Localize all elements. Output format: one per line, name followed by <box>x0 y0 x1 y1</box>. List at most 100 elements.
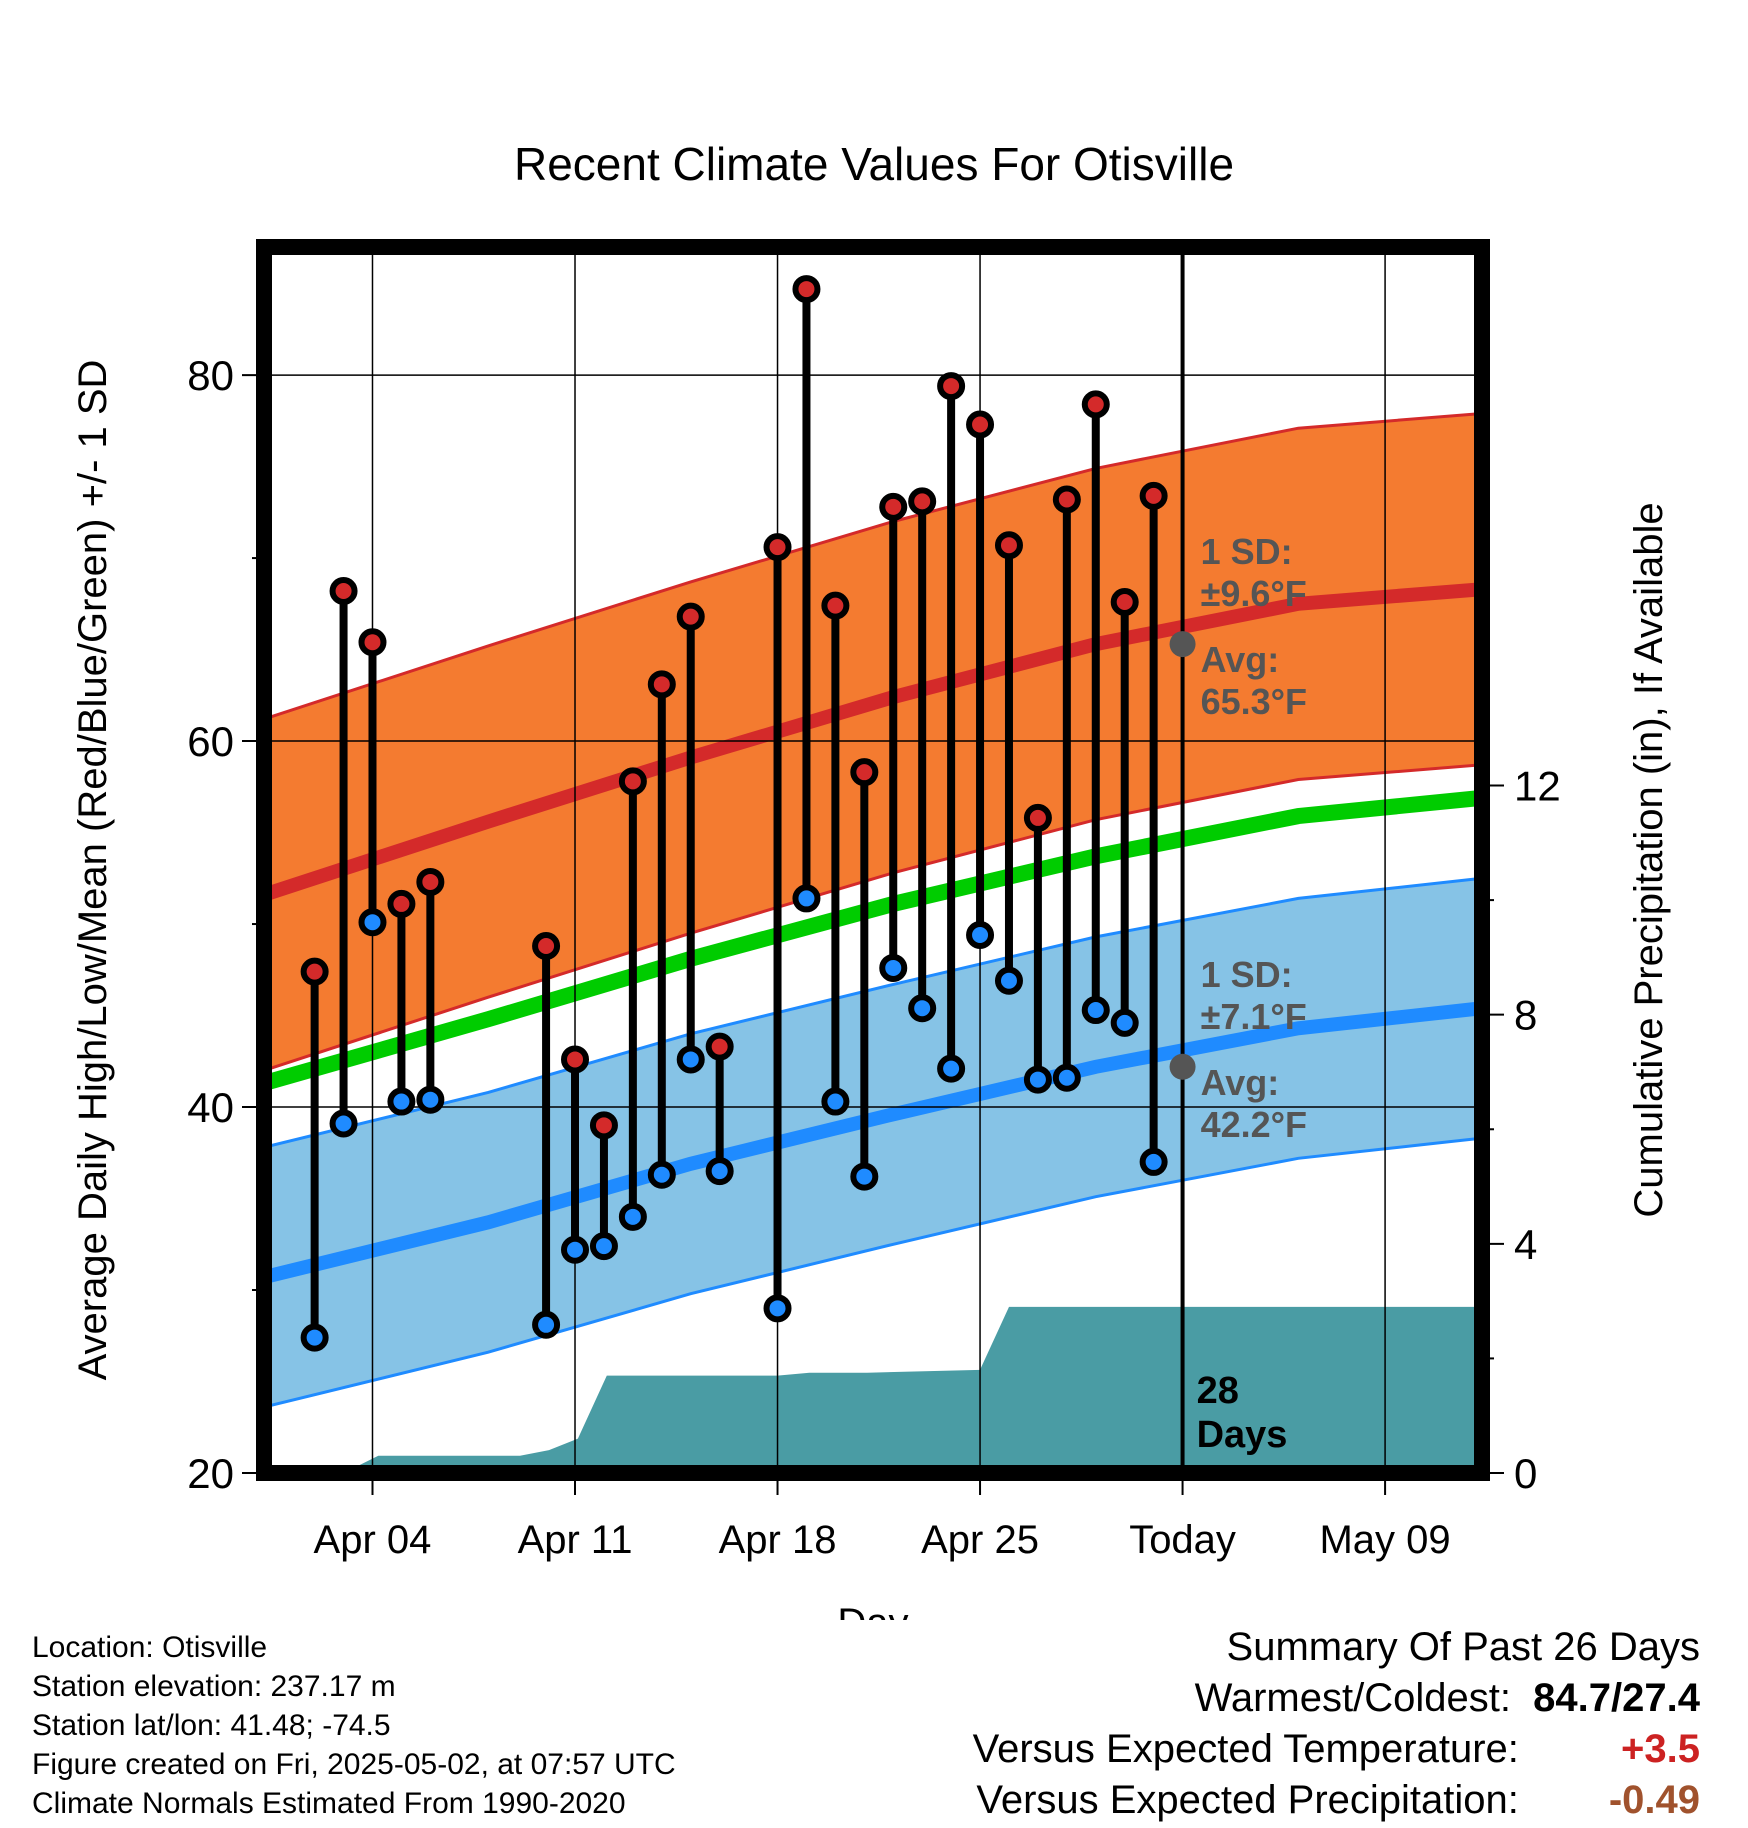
daily-high-dot <box>300 957 329 986</box>
daily-high-dot <box>329 577 358 606</box>
daily-low-dot <box>532 1310 561 1339</box>
daily-low-dot <box>850 1162 879 1191</box>
summary-panel: Summary Of Past 26 Days Warmest/Coldest:… <box>973 1622 1700 1826</box>
daily-high-dot <box>908 487 937 516</box>
low-sd-label: 1 SD: <box>1201 954 1293 995</box>
daily-low-dot <box>1023 1065 1052 1094</box>
x-axis-title: Day <box>837 1601 908 1620</box>
daily-low-dot <box>589 1232 618 1261</box>
summary-heading: Summary Of Past 26 Days <box>1226 1625 1700 1669</box>
y-right-tick-label: 8 <box>1514 992 1537 1039</box>
low-avg-label: Avg: <box>1201 1062 1280 1103</box>
daily-low-dot <box>879 953 908 982</box>
precip-anomaly-row: Versus Expected Precipitation: -0.49 <box>973 1775 1700 1826</box>
y-right-tick-label: 0 <box>1514 1450 1537 1497</box>
daily-low-dot <box>358 908 387 937</box>
created-text: Figure created on Fri, 2025-05-02, at 07… <box>32 1748 676 1781</box>
daily-high-dot <box>966 410 995 439</box>
daily-low-dot <box>329 1109 358 1138</box>
low-normal-line <box>264 1001 1482 1284</box>
x-tick-label: Apr 18 <box>719 1518 837 1562</box>
y-left-tick-label: 60 <box>187 718 234 765</box>
days-count-label: 28 <box>1197 1370 1239 1412</box>
plot-area <box>264 247 1482 1473</box>
daily-low-dot <box>792 884 821 913</box>
daily-low-dot <box>821 1087 850 1116</box>
high-sd-label: 1 SD: <box>1201 531 1293 572</box>
daily-high-dot <box>937 372 966 401</box>
warmest-coldest-row: Warmest/Coldest: 84.7/27.4 <box>973 1673 1700 1724</box>
daily-high-dot <box>1110 587 1139 616</box>
daily-high-dot <box>561 1045 590 1074</box>
daily-low-dot <box>387 1087 416 1116</box>
daily-low-dot <box>1081 996 1110 1025</box>
daily-low-dot <box>676 1045 705 1074</box>
elevation-text: Station elevation: 237.17 m <box>32 1670 396 1703</box>
daily-high-dot <box>1139 481 1168 510</box>
x-tick-label: Apr 04 <box>314 1518 432 1562</box>
daily-high-dot <box>387 889 416 918</box>
daily-high-dot <box>879 492 908 521</box>
daily-low-dot <box>966 921 995 950</box>
temp-anomaly-label: Versus Expected Temperature: <box>972 1727 1519 1771</box>
y-left-tick-label: 20 <box>187 1450 234 1497</box>
precip-anomaly-label: Versus Expected Precipitation: <box>976 1778 1519 1822</box>
latlon-text: Station lat/lon: 41.48; -74.5 <box>32 1709 391 1742</box>
daily-low-dot <box>705 1157 734 1186</box>
high-band <box>264 413 1482 1071</box>
daily-low-dot <box>647 1160 676 1189</box>
daily-low-dot <box>908 994 937 1023</box>
daily-high-dot <box>416 867 445 896</box>
daily-high-dot <box>647 670 676 699</box>
daily-high-dot <box>792 275 821 304</box>
warmest-coldest-label: Warmest/Coldest: <box>1194 1676 1511 1720</box>
daily-high-dot <box>532 932 561 961</box>
y-right-axis-title: Cumulative Precipitation (in), If Availa… <box>1627 502 1671 1217</box>
high-sd-value: ±9.6°F <box>1201 573 1307 614</box>
climate-chart: Recent Climate Values For Otisville 1 SD… <box>71 138 1671 1620</box>
chart-title: Recent Climate Values For Otisville <box>514 138 1234 190</box>
y-left-tick-label: 40 <box>187 1084 234 1131</box>
daily-low-dot <box>937 1054 966 1083</box>
y-right-tick-label: 12 <box>1514 763 1561 810</box>
daily-high-dot <box>850 758 879 787</box>
y-left-axis-title: Average Daily High/Low/Mean (Red/Blue/Gr… <box>71 360 115 1381</box>
daily-high-dot <box>821 591 850 620</box>
daily-high-dot <box>676 602 705 631</box>
temp-anomaly-value: +3.5 <box>1621 1727 1700 1771</box>
x-tick-label: May 09 <box>1319 1518 1450 1562</box>
low-band <box>264 878 1482 1408</box>
y-right-tick-label: 4 <box>1514 1221 1537 1268</box>
x-tick-label: Apr 25 <box>921 1518 1039 1562</box>
station-info: Location: Otisville Station elevation: 2… <box>32 1628 676 1823</box>
low-band-upper <box>264 876 1482 1149</box>
daily-low-dot <box>1052 1063 1081 1092</box>
y-left-tick-label: 80 <box>187 352 234 399</box>
daily-low-dot <box>618 1202 647 1231</box>
daily-high-dot <box>994 531 1023 560</box>
low-avg-value: 42.2°F <box>1201 1104 1307 1145</box>
low-band-lower <box>264 1136 1482 1409</box>
daily-high-dot <box>763 533 792 562</box>
daily-high-dot <box>1081 390 1110 419</box>
low-sd-value: ±7.1°F <box>1201 996 1307 1037</box>
daily-high-dot <box>589 1111 618 1140</box>
daily-high-dot <box>358 628 387 657</box>
high-avg-dot <box>1169 631 1196 658</box>
temp-anomaly-row: Versus Expected Temperature: +3.5 <box>973 1724 1700 1775</box>
daily-high-dot <box>1023 803 1052 832</box>
precip-anomaly-value: -0.49 <box>1608 1778 1700 1822</box>
daily-low-dot <box>763 1294 792 1323</box>
days-word-label: Days <box>1197 1414 1288 1456</box>
daily-high-dot <box>618 767 647 796</box>
plot-frame <box>256 239 1490 1481</box>
warmest-coldest-value: 84.7/27.4 <box>1533 1676 1700 1720</box>
low-avg-dot <box>1169 1053 1196 1080</box>
daily-high-dot <box>705 1032 734 1061</box>
daily-low-dot <box>300 1323 329 1352</box>
daily-low-dot <box>416 1085 445 1114</box>
daily-low-dot <box>1110 1008 1139 1037</box>
high-avg-value: 65.3°F <box>1201 681 1307 722</box>
daily-low-dot <box>561 1235 590 1264</box>
normals-text: Climate Normals Estimated From 1990-2020 <box>32 1787 626 1820</box>
